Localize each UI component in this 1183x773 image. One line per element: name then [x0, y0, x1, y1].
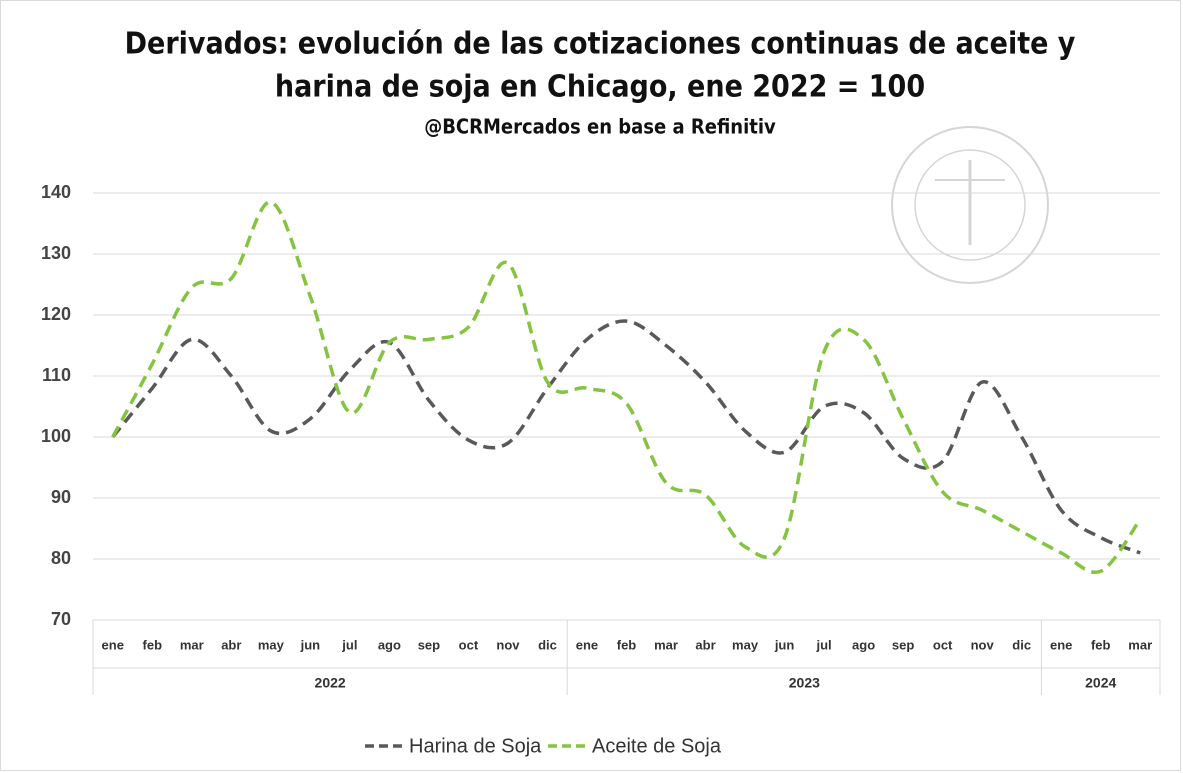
- x-group-label: 2022: [315, 675, 346, 691]
- x-tick-label: jul: [816, 637, 832, 652]
- x-tick-label: jun: [774, 637, 795, 652]
- x-tick-label: nov: [496, 637, 520, 652]
- x-tick-label: jun: [300, 637, 321, 652]
- y-tick-label: 90: [51, 487, 71, 507]
- x-tick-label: abr: [695, 637, 715, 652]
- x-tick-label: sep: [892, 637, 914, 652]
- x-tick-label: dic: [1012, 637, 1031, 652]
- x-tick-label: abr: [221, 637, 241, 652]
- x-tick-label: mar: [654, 637, 678, 652]
- x-tick-label: mar: [1128, 637, 1152, 652]
- x-tick-label: oct: [933, 637, 953, 652]
- legend-label: Harina de Soja: [409, 735, 542, 757]
- x-group-label: 2023: [789, 675, 820, 691]
- x-tick-label: feb: [617, 637, 637, 652]
- x-tick-label: may: [732, 637, 759, 652]
- line-series: [111, 200, 1142, 575]
- legend-label: Aceite de Soja: [592, 735, 722, 757]
- chart-title: harina de soja en Chicago, ene 2022 = 10…: [275, 70, 925, 105]
- y-tick-label: 110: [42, 365, 71, 385]
- x-tick-label: ene: [1050, 637, 1072, 652]
- y-tick-label: 80: [51, 548, 71, 568]
- watermark-seal: [891, 126, 1049, 284]
- y-tick-label: 130: [41, 243, 71, 263]
- x-tick-label: sep: [418, 637, 440, 652]
- y-tick-label: 70: [51, 609, 71, 629]
- x-tick-label: ene: [576, 637, 598, 652]
- y-tick-label: 100: [41, 426, 71, 446]
- x-tick-label: mar: [180, 637, 204, 652]
- x-tick-label: nov: [971, 637, 995, 652]
- x-tick-label: jul: [341, 637, 357, 652]
- x-group-label: 2024: [1085, 675, 1116, 691]
- x-tick-label: feb: [143, 637, 163, 652]
- y-tick-label: 140: [41, 182, 71, 202]
- x-tick-label: ago: [378, 637, 401, 652]
- chart-title: Derivados: evolución de las cotizaciones…: [125, 27, 1076, 62]
- x-tick-label: ago: [852, 637, 875, 652]
- x-tick-label: may: [258, 637, 285, 652]
- x-tick-label: feb: [1091, 637, 1111, 652]
- x-tick-label: ene: [102, 637, 124, 652]
- line-series: [111, 319, 1141, 555]
- x-tick-label: dic: [538, 637, 557, 652]
- y-tick-label: 120: [41, 304, 71, 324]
- x-tick-label: oct: [459, 637, 479, 652]
- chart-subtitle: @BCRMercados en base a Refinitiv: [424, 115, 776, 139]
